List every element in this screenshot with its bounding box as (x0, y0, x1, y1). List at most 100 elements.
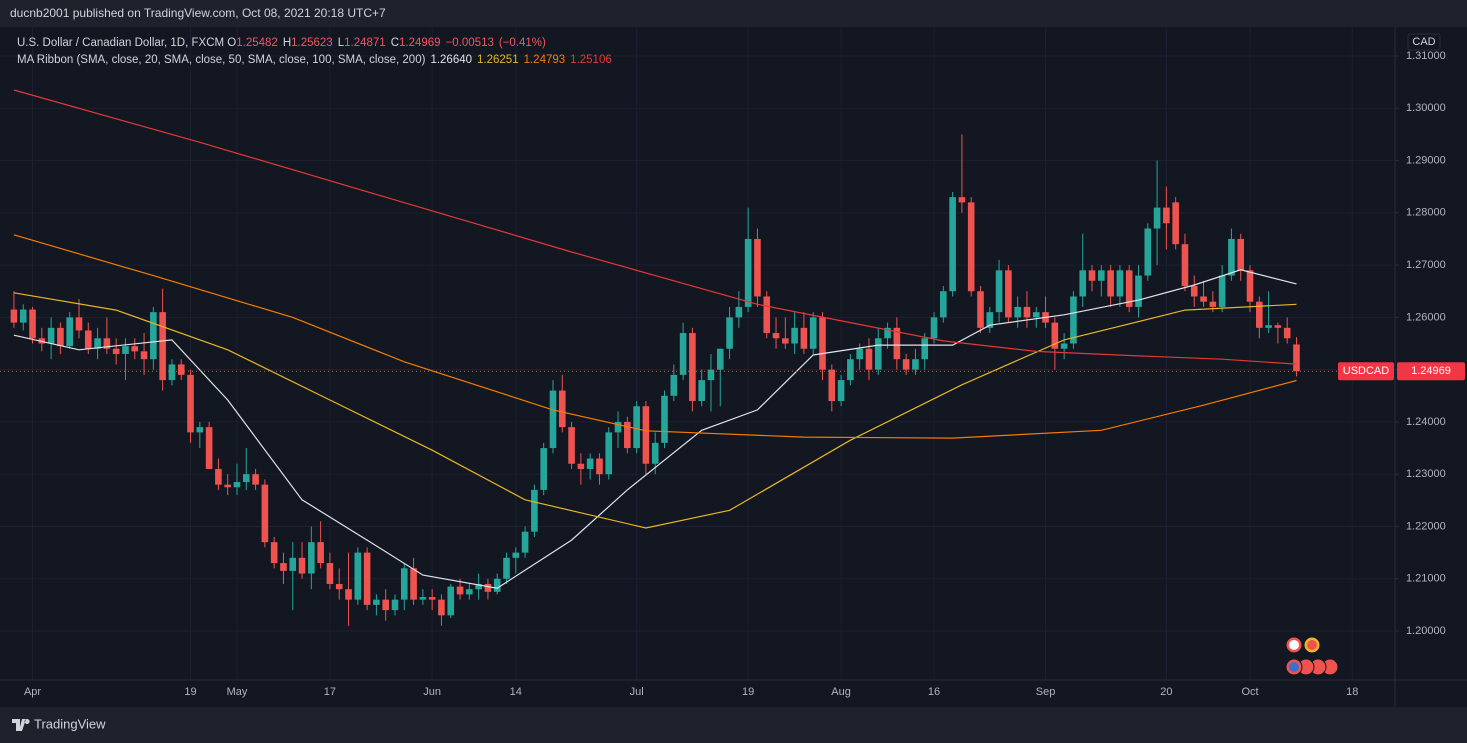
candle-body (270, 542, 278, 564)
candle-body (558, 390, 566, 428)
candle-body (19, 309, 27, 323)
candle-body (763, 296, 771, 334)
x-tick-label: Apr (24, 686, 41, 698)
candle-body (744, 238, 752, 307)
y-tick-label: 1.30000 (1406, 102, 1446, 114)
x-tick-label: Aug (831, 686, 851, 698)
candle-body (159, 312, 166, 381)
candle-body (679, 333, 687, 375)
candle-body (1200, 296, 1207, 302)
candle-body (847, 359, 854, 381)
candle-body (1163, 207, 1170, 224)
change: −0.00513 (445, 37, 494, 49)
candle-body (47, 327, 55, 344)
candle-body (1125, 270, 1133, 307)
candle-body (150, 312, 157, 360)
x-tick-label: May (227, 686, 248, 698)
candle-body (1032, 312, 1040, 318)
ohlc-value: 1.24871 (344, 37, 386, 49)
ohlc-label: C (390, 37, 399, 49)
candle-body (1116, 270, 1124, 297)
candle-body (354, 552, 362, 600)
event-icon (1289, 662, 1299, 672)
moving-average-value: 1.26640 (430, 54, 473, 66)
moving-average-line (13, 269, 1297, 589)
event-icons (1285, 636, 1339, 676)
event-icon (1289, 640, 1299, 650)
candle-body (177, 364, 185, 375)
candle-body (29, 309, 36, 339)
candle-body (782, 338, 789, 344)
candle-body (363, 552, 371, 605)
candle-body (1265, 325, 1272, 328)
candle-body (884, 327, 891, 339)
candle-body (261, 484, 269, 543)
candle-body (986, 312, 994, 328)
header-bar (0, 0, 1467, 27)
y-tick-label: 1.29000 (1406, 154, 1446, 166)
candle-body (977, 291, 984, 328)
candle-body (1283, 327, 1291, 339)
candle-body (1293, 344, 1300, 372)
candle-body (940, 291, 947, 318)
plot (0, 89, 1395, 626)
ohlc-value: 1.25482 (236, 37, 278, 49)
candle-body (131, 346, 139, 352)
change-percent: (−0.41%) (498, 37, 546, 49)
candle-body (112, 348, 120, 354)
candle-body (326, 563, 334, 584)
candle-body (912, 359, 919, 370)
candle-body (447, 586, 455, 616)
price-tag: USDCAD (1343, 365, 1390, 377)
y-tick-label: 1.26000 (1406, 311, 1446, 323)
candle-body (317, 542, 324, 564)
candle-body (252, 474, 259, 485)
candle-body (930, 317, 938, 339)
y-tick-label: 1.31000 (1406, 50, 1446, 62)
ohlc-label: H (282, 37, 292, 49)
candle-body (456, 586, 464, 595)
candle-body (187, 374, 194, 433)
ohlc-label: O (227, 37, 237, 49)
candle-body (819, 317, 826, 370)
candle-body (577, 463, 585, 469)
candle-body (503, 557, 510, 579)
candle-body (540, 448, 547, 490)
candle-body (1088, 270, 1096, 281)
candle-body (1228, 238, 1235, 276)
candle-body (856, 348, 863, 360)
moving-average-line (13, 292, 1297, 529)
candle-body (549, 390, 557, 449)
candle-body (215, 468, 222, 485)
candle-body (428, 597, 436, 600)
x-tick-label: 20 (1160, 686, 1172, 698)
candle-body (400, 568, 408, 600)
candle-body (391, 599, 399, 611)
candle-body (1181, 244, 1189, 287)
candle-body (642, 406, 650, 464)
candle-body (1051, 322, 1059, 349)
candle-body (373, 599, 380, 605)
moving-average-value: 1.26251 (477, 54, 519, 66)
candle-body (1060, 343, 1068, 349)
candle-body (949, 197, 956, 292)
candle-body (168, 364, 176, 381)
moving-average-value: 1.25106 (570, 54, 612, 66)
candle-body (865, 348, 873, 370)
candle-body (893, 327, 901, 360)
candle-body (828, 369, 836, 402)
publisher: ducnb2001 published on TradingView.com, … (10, 6, 386, 20)
candle-body (624, 421, 631, 449)
candle-body (1005, 270, 1012, 318)
event-icon (1307, 640, 1317, 650)
candle-body (438, 599, 445, 616)
candle-body (280, 563, 287, 571)
candle-body (1256, 301, 1263, 328)
ohlc-label: L (337, 37, 345, 49)
candle-body (531, 489, 538, 532)
candle-body (242, 474, 250, 483)
y-tick-label: 1.28000 (1406, 207, 1446, 219)
candle-body (651, 442, 659, 464)
candle-body (614, 421, 622, 433)
